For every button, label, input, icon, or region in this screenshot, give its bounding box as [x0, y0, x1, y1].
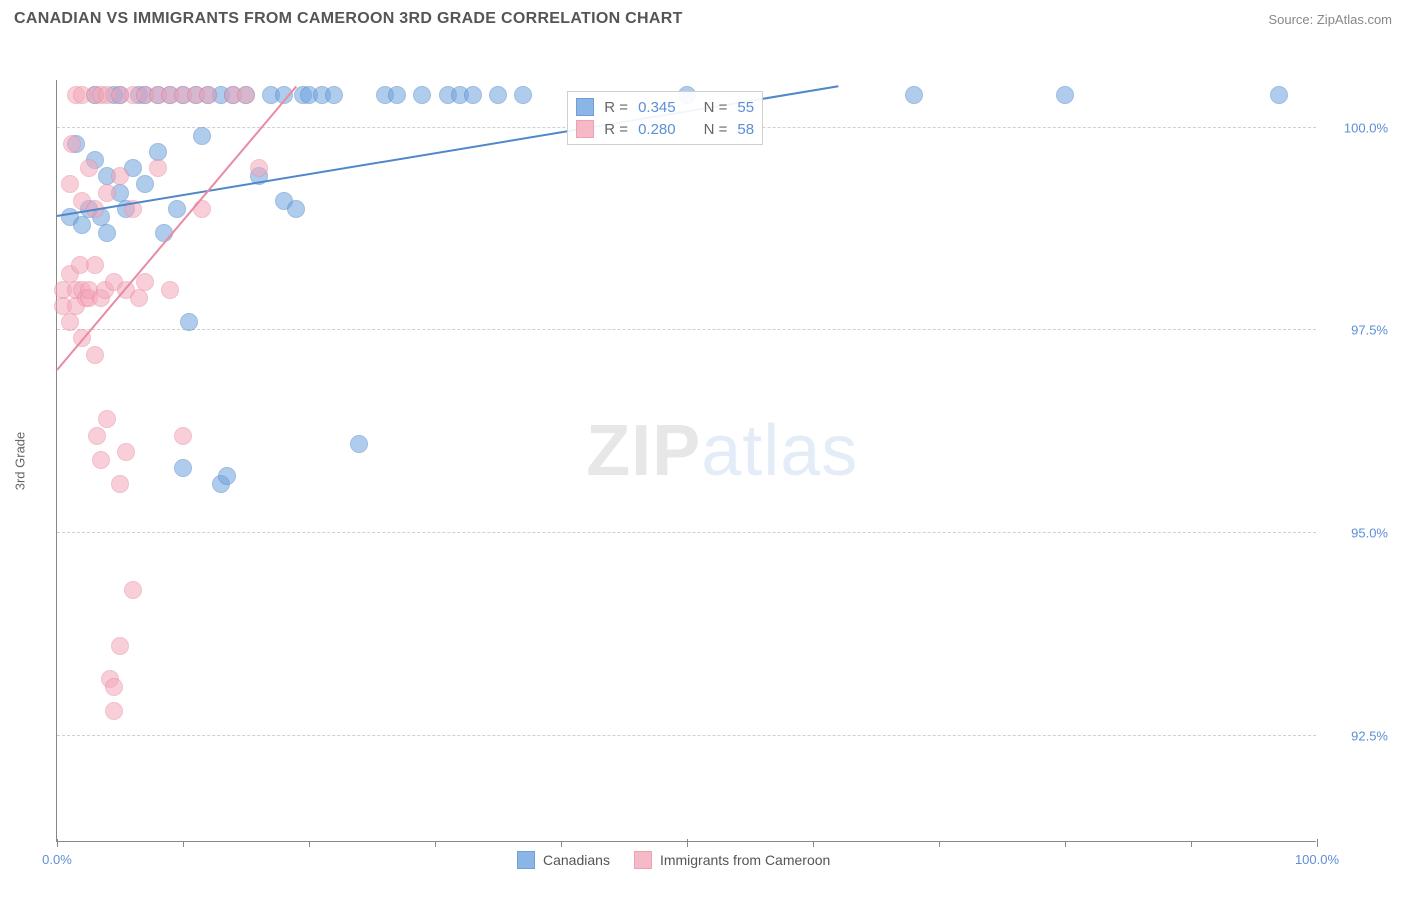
gridline	[57, 735, 1316, 736]
trend-line	[56, 85, 297, 370]
data-point	[117, 443, 135, 461]
data-point	[350, 435, 368, 453]
data-point	[388, 86, 406, 104]
data-point	[250, 159, 268, 177]
legend-swatch	[517, 851, 535, 869]
chart-title: CANADIAN VS IMMIGRANTS FROM CAMEROON 3RD…	[14, 10, 683, 28]
data-point	[489, 86, 507, 104]
data-point	[464, 86, 482, 104]
data-point	[86, 346, 104, 364]
watermark-a: ZIP	[586, 411, 701, 491]
legend-item: Immigrants from Cameroon	[634, 851, 830, 869]
data-point	[237, 86, 255, 104]
xtick-label: 100.0%	[1295, 852, 1339, 867]
watermark: ZIPatlas	[586, 410, 858, 492]
gridline	[57, 532, 1316, 533]
stat-n-label: N =	[704, 99, 728, 116]
stat-n-value: 55	[737, 99, 754, 116]
xtick	[561, 842, 562, 847]
ytick-label: 100.0%	[1324, 120, 1388, 135]
xtick	[939, 842, 940, 847]
xtick	[309, 842, 310, 847]
watermark-b: atlas	[701, 411, 858, 491]
data-point	[161, 281, 179, 299]
data-point	[61, 175, 79, 193]
ytick-label: 97.5%	[1324, 323, 1388, 338]
xtick	[813, 842, 814, 847]
stats-row: R = 0.280 N = 58	[576, 118, 754, 140]
xtick	[1065, 842, 1066, 847]
data-point	[111, 167, 129, 185]
stat-r-label: R =	[604, 99, 628, 116]
legend-swatch	[634, 851, 652, 869]
data-point	[180, 313, 198, 331]
stat-n-label: N =	[704, 121, 728, 138]
data-point	[105, 702, 123, 720]
data-point	[325, 86, 343, 104]
data-point	[61, 313, 79, 331]
data-point	[174, 459, 192, 477]
data-point	[193, 127, 211, 145]
data-point	[136, 175, 154, 193]
data-point	[98, 184, 116, 202]
xtick-label: 0.0%	[42, 852, 72, 867]
data-point	[218, 467, 236, 485]
data-point	[98, 410, 116, 428]
legend-swatch	[576, 120, 594, 138]
data-point	[111, 637, 129, 655]
xtick	[687, 839, 688, 847]
stat-r-value: 0.345	[638, 99, 676, 116]
data-point	[130, 289, 148, 307]
data-point	[80, 159, 98, 177]
data-point	[905, 86, 923, 104]
legend-label: Canadians	[543, 852, 610, 868]
xtick	[183, 842, 184, 847]
data-point	[105, 678, 123, 696]
stat-r-label: R =	[604, 121, 628, 138]
stats-row: R = 0.345 N = 55	[576, 96, 754, 118]
data-point	[168, 200, 186, 218]
data-point	[73, 216, 91, 234]
data-point	[514, 86, 532, 104]
bottom-legend: Canadians Immigrants from Cameroon	[517, 851, 830, 869]
gridline	[57, 329, 1316, 330]
legend-label: Immigrants from Cameroon	[660, 852, 830, 868]
stat-r-value: 0.280	[638, 121, 676, 138]
data-point	[86, 256, 104, 274]
data-point	[136, 273, 154, 291]
chart-area: 3rd Grade ZIPatlas 100.0%97.5%95.0%92.5%…	[14, 36, 1392, 902]
data-point	[1270, 86, 1288, 104]
data-point	[98, 224, 116, 242]
legend-swatch	[576, 98, 594, 116]
data-point	[174, 427, 192, 445]
data-point	[1056, 86, 1074, 104]
y-axis-label: 3rd Grade	[13, 432, 28, 491]
ytick-label: 92.5%	[1324, 728, 1388, 743]
legend-item: Canadians	[517, 851, 610, 869]
plot-region: ZIPatlas 100.0%97.5%95.0%92.5%0.0%100.0%…	[56, 80, 1316, 842]
data-point	[199, 86, 217, 104]
xtick	[1317, 839, 1318, 847]
data-point	[413, 86, 431, 104]
stat-n-value: 58	[737, 121, 754, 138]
ytick-label: 95.0%	[1324, 525, 1388, 540]
xtick	[57, 839, 58, 847]
data-point	[92, 451, 110, 469]
data-point	[88, 427, 106, 445]
data-point	[149, 159, 167, 177]
data-point	[63, 135, 81, 153]
xtick	[435, 842, 436, 847]
xtick	[1191, 842, 1192, 847]
stats-box: R = 0.345 N = 55 R = 0.280 N = 58	[567, 91, 763, 145]
data-point	[287, 200, 305, 218]
chart-source: Source: ZipAtlas.com	[1268, 12, 1392, 27]
data-point	[124, 581, 142, 599]
data-point	[111, 475, 129, 493]
chart-header: CANADIAN VS IMMIGRANTS FROM CAMEROON 3RD…	[0, 0, 1406, 36]
